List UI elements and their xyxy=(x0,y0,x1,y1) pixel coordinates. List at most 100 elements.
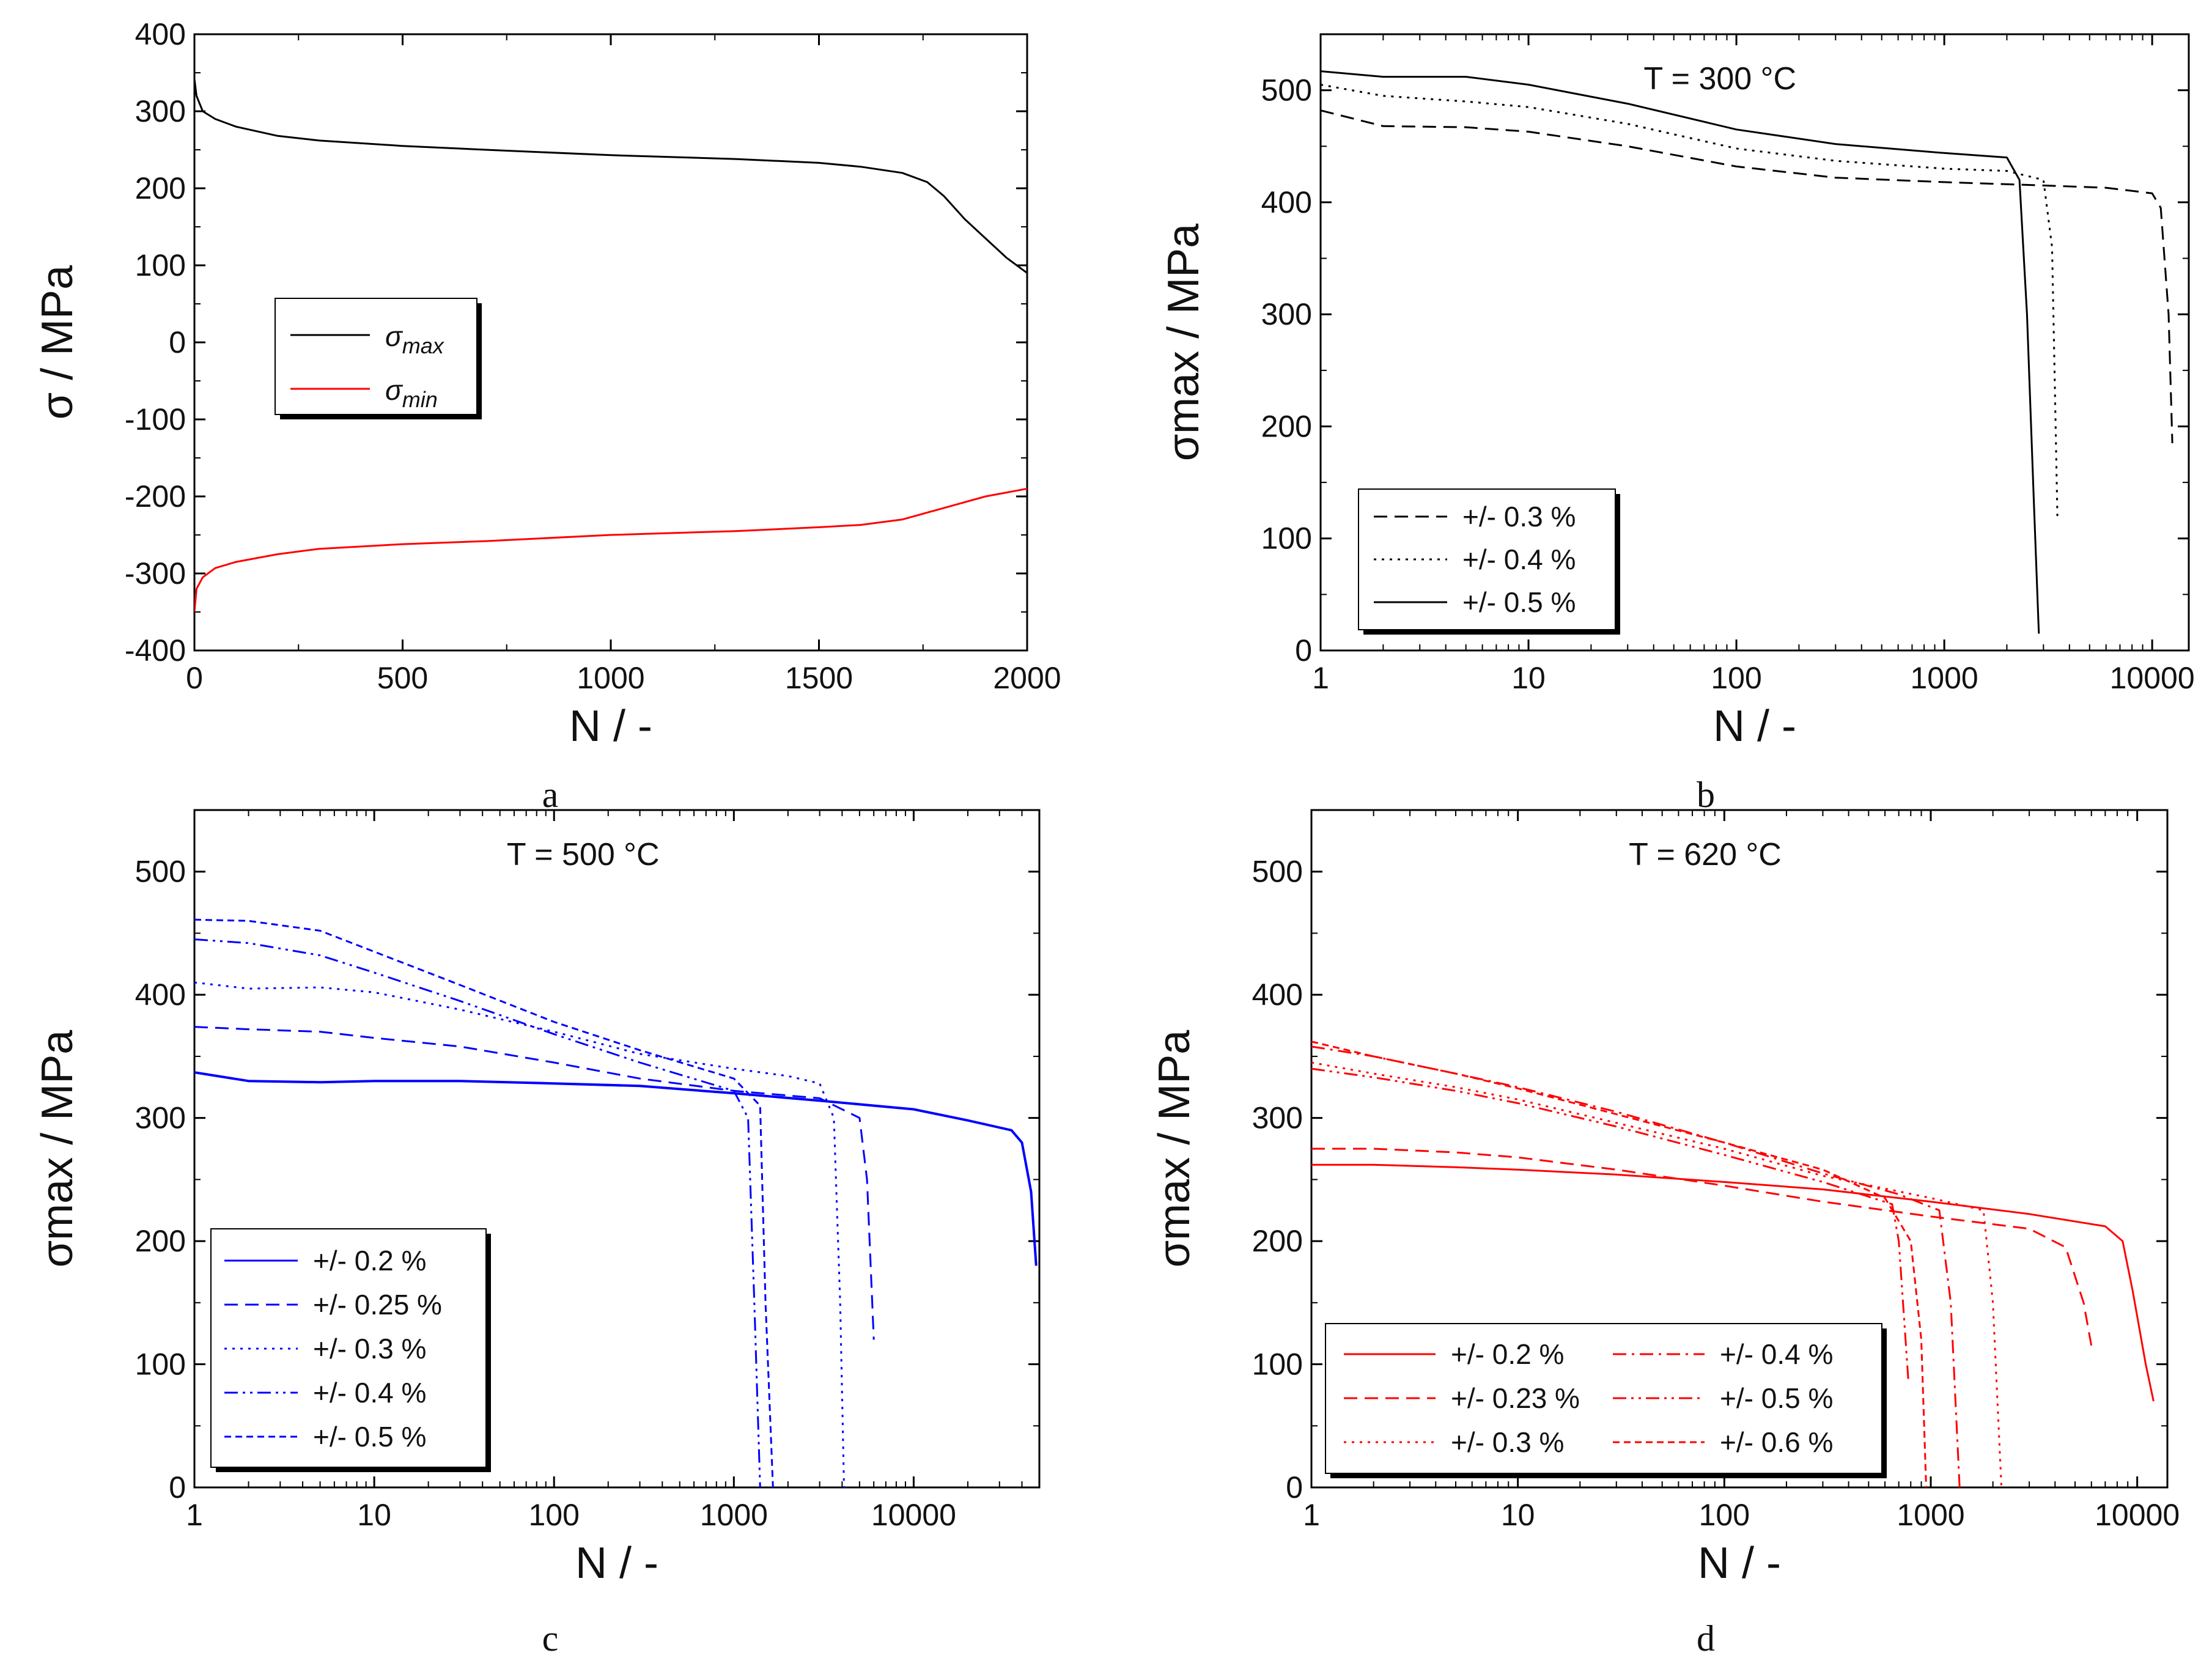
x-tick-label: 1000 xyxy=(700,1498,768,1532)
legend-label: +/- 0.4 % xyxy=(313,1377,426,1409)
series-line-a-0 xyxy=(194,78,1027,274)
y-tick-label: -100 xyxy=(125,402,186,437)
x-tick-label: 0 xyxy=(186,661,203,695)
series-line-d-3 xyxy=(1311,1045,1961,1487)
panel-d: 1 10 100 1000 10000 0 100 200 300 400 500 N / - σmax… xyxy=(1150,809,2180,1659)
x-tick-label: 1000 xyxy=(1897,1498,1964,1532)
x-tick-label: 1 xyxy=(1303,1498,1320,1532)
y-tick-label: 400 xyxy=(135,978,186,1012)
x-tick-label: 100 xyxy=(528,1498,579,1532)
series-line-b-2 xyxy=(1321,70,2040,634)
panel-label: d xyxy=(1697,1618,1715,1659)
y-tick-label: 100 xyxy=(135,1347,186,1382)
temperature-annotation: T = 620 °C xyxy=(1629,837,1782,872)
y-tick-label: -400 xyxy=(125,633,186,668)
y-tick-label: 0 xyxy=(1286,1470,1303,1505)
x-tick-label: 10 xyxy=(357,1498,391,1532)
x-tick-label: 1 xyxy=(1312,661,1329,695)
y-tick-label: 400 xyxy=(1261,185,1312,219)
legend-label: +/- 0.3 % xyxy=(1462,501,1576,532)
y-axis-label: σmax / MPa xyxy=(1150,1030,1199,1267)
legend-label: +/- 0.25 % xyxy=(313,1289,442,1321)
legend-label: +/- 0.2 % xyxy=(313,1245,426,1277)
legend-symbol: σ xyxy=(385,320,404,352)
plot-frame xyxy=(1319,33,2190,652)
y-tick-label: 0 xyxy=(1295,633,1312,668)
legend-box xyxy=(1358,488,1616,630)
legend-label: +/- 0.6 % xyxy=(1720,1426,1833,1458)
y-tick-label: 200 xyxy=(135,171,186,205)
y-tick-label: 500 xyxy=(135,855,186,889)
series-line-b-0 xyxy=(1321,109,2173,443)
series-line-d-4 xyxy=(1311,1067,1910,1383)
legend-label: +/- 0.5 % xyxy=(313,1421,426,1453)
x-tick-label: 10000 xyxy=(2110,661,2195,695)
legend-label: +/- 0.4 % xyxy=(1720,1338,1833,1370)
x-tick-label: 10000 xyxy=(2095,1498,2180,1532)
y-tick-label: 100 xyxy=(1261,521,1312,556)
series-line-d-1 xyxy=(1311,1148,2093,1346)
y-tick-label: 100 xyxy=(135,248,186,282)
y-tick-label: 500 xyxy=(1252,855,1303,889)
y-tick-label: 500 xyxy=(1261,73,1312,108)
x-tick-label: 100 xyxy=(1711,661,1761,695)
y-tick-label: 300 xyxy=(135,1101,186,1135)
temperature-annotation: T = 500 °C xyxy=(507,837,660,872)
legend-label: +/- 0.23 % xyxy=(1451,1382,1580,1414)
legend-label: +/- 0.2 % xyxy=(1451,1338,1564,1370)
y-tick-label: 300 xyxy=(1261,297,1312,331)
x-tick-label: 1000 xyxy=(1910,661,1978,695)
x-axis-label: N / - xyxy=(575,1539,658,1588)
y-tick-label: 200 xyxy=(135,1224,186,1258)
panel-c: 1 10 100 1000 10000 0 100 200 300 400 500 N / - σmax… xyxy=(33,809,1041,1659)
x-axis-label: N / - xyxy=(1698,1539,1781,1588)
panel-label: b xyxy=(1697,775,1715,815)
legend-box xyxy=(275,298,477,415)
x-tick-label: 1 xyxy=(186,1498,203,1532)
y-tick-label: 100 xyxy=(1252,1347,1303,1382)
x-tick-label: 1500 xyxy=(785,661,853,695)
series-line-d-2 xyxy=(1311,1061,2003,1487)
series-line-c-0 xyxy=(194,1071,1038,1266)
plot-frame xyxy=(193,809,1041,1489)
x-tick-label: 100 xyxy=(1699,1498,1750,1532)
y-tick-label: 0 xyxy=(169,325,186,359)
x-tick-label: 1000 xyxy=(577,661,644,695)
legend-label: +/- 0.5 % xyxy=(1720,1382,1833,1414)
legend-label: σmax xyxy=(385,320,445,358)
panel-a: 0 500 1000 1500 2000 -400 -300 -200 -100 0 100 200 3… xyxy=(33,17,1061,815)
x-tick-label: 10 xyxy=(1501,1498,1535,1532)
panel-b: 1 10 100 1000 10000 0 100 200 300 400 500 N / - σmax… xyxy=(1159,33,2195,815)
x-axis-label: N / - xyxy=(1713,702,1796,751)
y-tick-label: 400 xyxy=(1252,978,1303,1012)
y-tick-label: 200 xyxy=(1261,409,1312,443)
y-tick-label: 200 xyxy=(1252,1224,1303,1258)
y-axis-label: σ / MPa xyxy=(33,265,82,419)
x-tick-label: 500 xyxy=(377,661,428,695)
x-tick-label: 2000 xyxy=(993,661,1061,695)
y-tick-label: 400 xyxy=(135,17,186,51)
legend-symbol: σ xyxy=(385,374,404,406)
series-line-a-1 xyxy=(194,487,1027,613)
series-line-c-3 xyxy=(194,938,761,1487)
x-tick-label: 10000 xyxy=(871,1498,956,1532)
legend-label: σmin xyxy=(385,374,438,412)
legend-label: +/- 0.3 % xyxy=(1451,1426,1564,1458)
y-axis-label: σmax / MPa xyxy=(33,1030,82,1267)
y-tick-label: -300 xyxy=(125,556,186,591)
panel-label: c xyxy=(542,1618,559,1659)
y-tick-label: 0 xyxy=(169,1470,186,1505)
y-tick-label: 300 xyxy=(135,94,186,128)
legend-subscript: min xyxy=(402,387,438,412)
x-axis-label: N / - xyxy=(569,702,652,751)
legend-subscript: max xyxy=(402,333,445,358)
legend-label: +/- 0.4 % xyxy=(1462,543,1576,575)
series-line-c-4 xyxy=(194,918,774,1487)
temperature-annotation: T = 300 °C xyxy=(1643,61,1796,97)
y-tick-label: -200 xyxy=(125,479,186,514)
y-axis-label: σmax / MPa xyxy=(1159,223,1208,461)
series-line-c-2 xyxy=(194,981,845,1487)
series-line-c-1 xyxy=(194,1026,875,1340)
legend-label: +/- 0.3 % xyxy=(313,1333,426,1365)
